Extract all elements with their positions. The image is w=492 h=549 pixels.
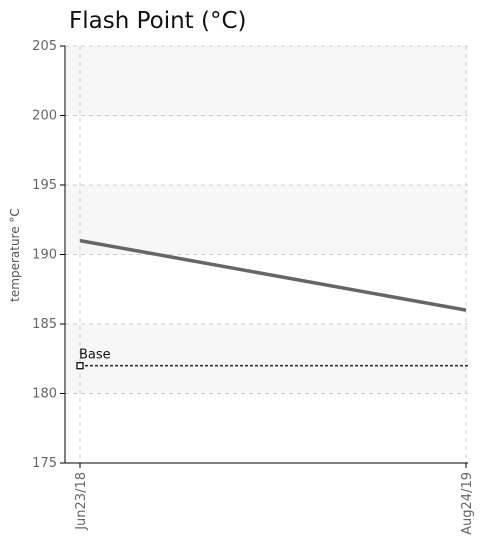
chart-title: Flash Point (°C) [69, 8, 247, 34]
y-tick-label: 185 [32, 317, 57, 332]
background-band [66, 185, 468, 255]
series-lines [79, 238, 467, 312]
x-tick-label: Jun23/18 [74, 472, 89, 531]
series-line [79, 238, 467, 312]
y-tick-label: 180 [32, 387, 57, 402]
y-axis-ticks: 175 180 185 190 195 200 205 [32, 39, 65, 471]
reference-line-marker [76, 362, 84, 370]
y-tick-label: 175 [32, 456, 57, 471]
y-tick-label: 200 [32, 109, 57, 124]
y-axis-label: temperature °C [8, 208, 22, 302]
plot-background-bands [66, 46, 468, 394]
x-tick-label: Aug24/19 [460, 472, 475, 535]
grid-lines [65, 45, 468, 463]
y-tick-label: 205 [32, 39, 57, 54]
background-band [66, 324, 468, 394]
x-axis-ticks: Jun23/18 Aug24/19 [74, 463, 475, 535]
y-tick-label: 195 [32, 178, 57, 193]
reference-line-label: Base [79, 348, 111, 363]
background-band [66, 46, 468, 116]
reference-lines: Base [76, 348, 468, 370]
y-tick-label: 190 [32, 248, 57, 263]
